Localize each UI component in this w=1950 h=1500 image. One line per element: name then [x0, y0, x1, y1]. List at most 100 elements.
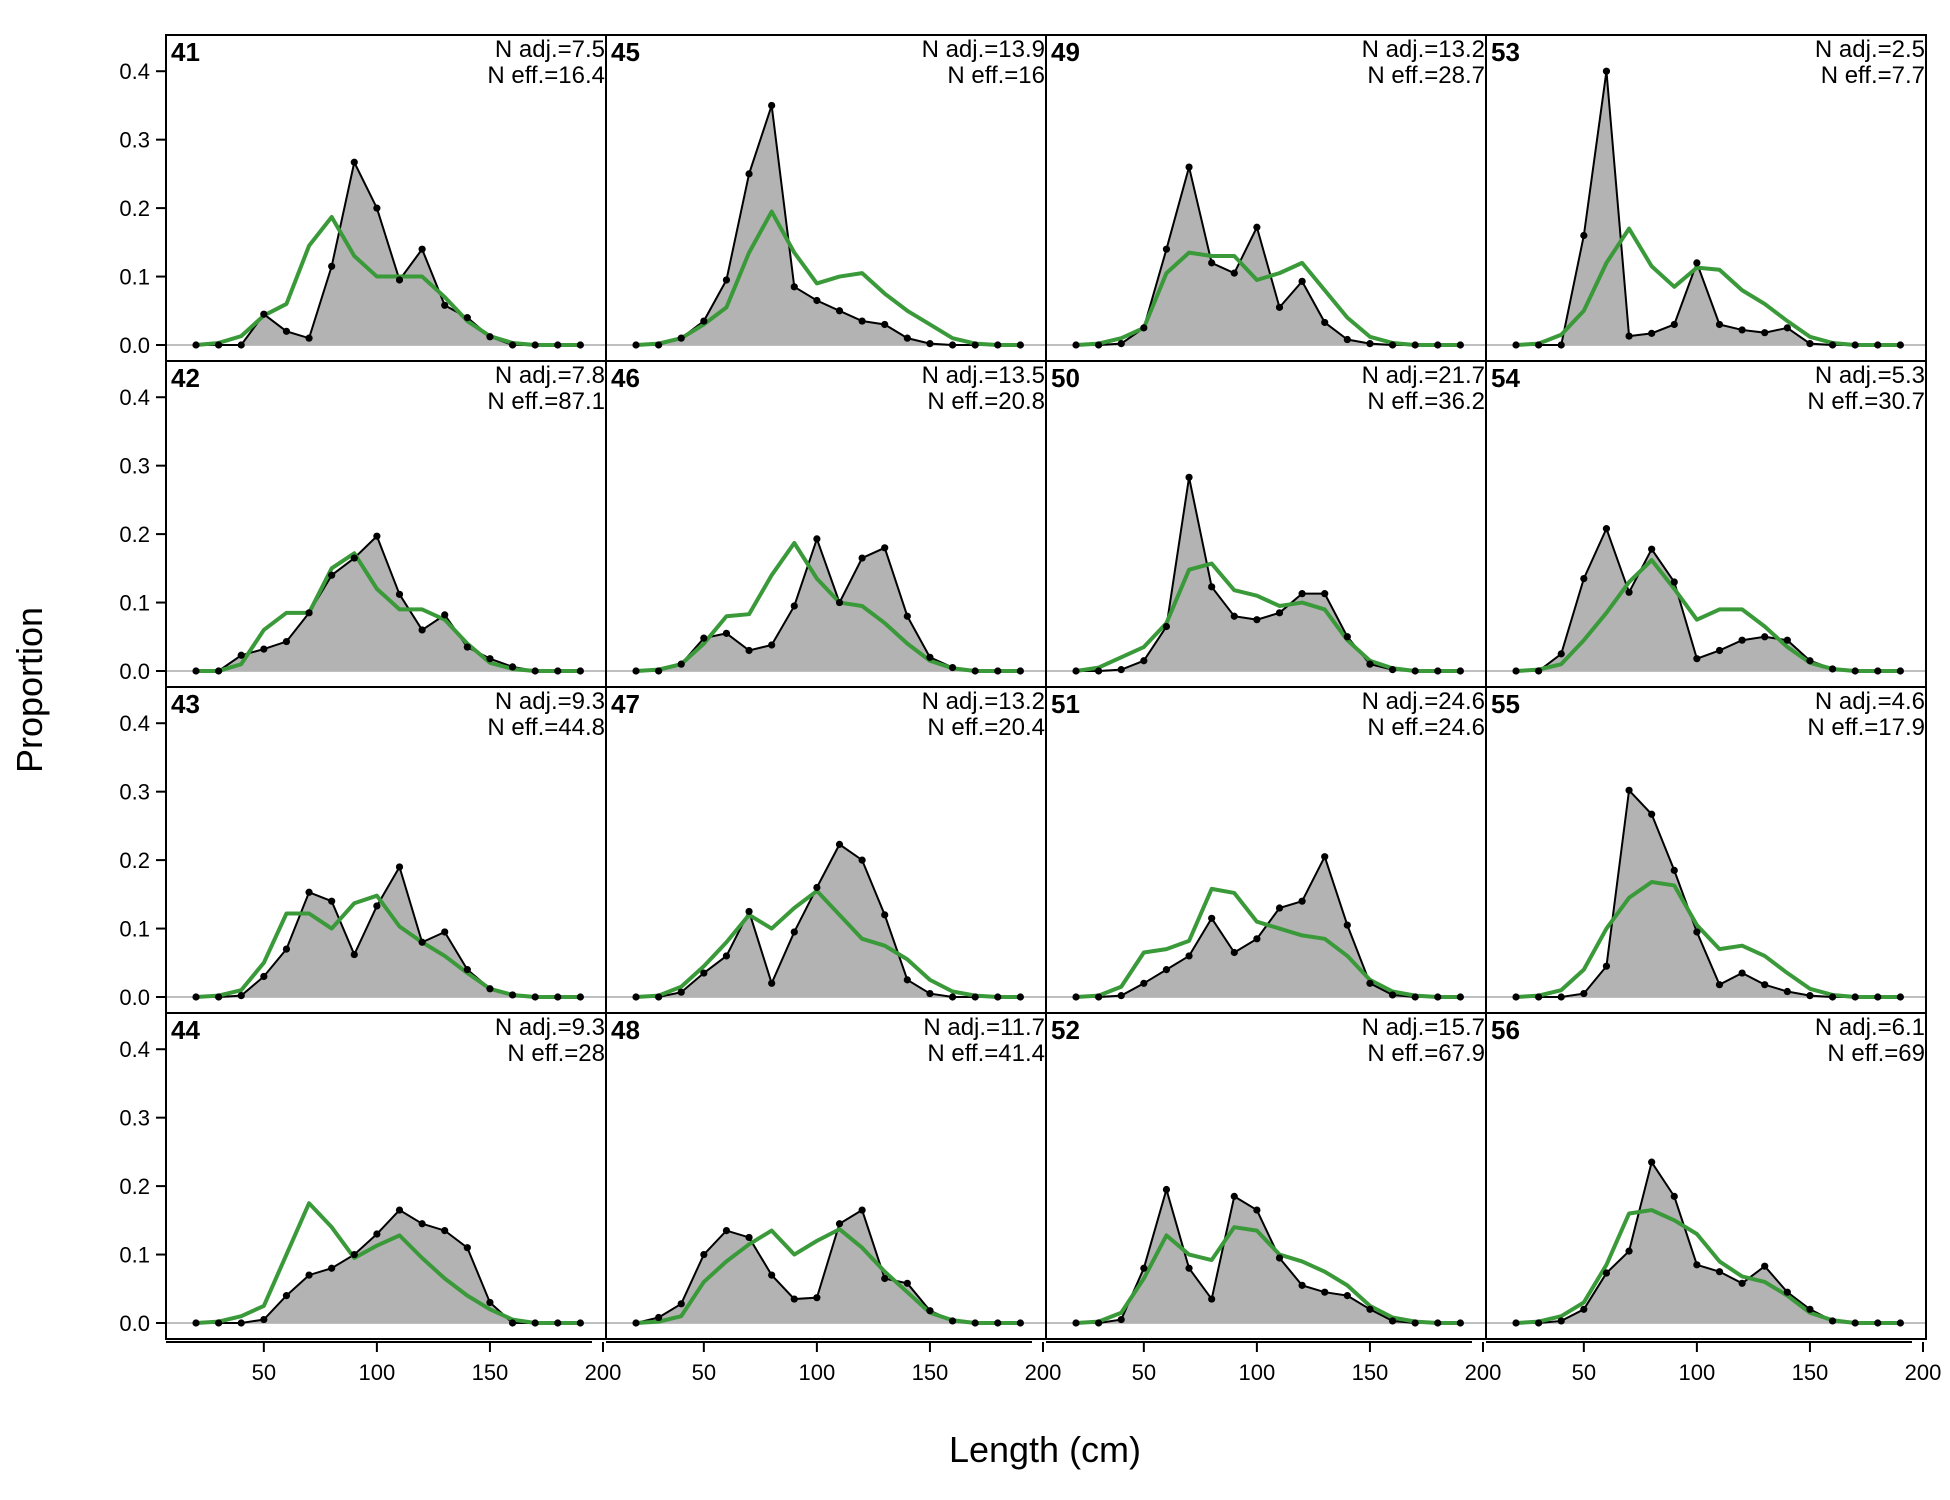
- observed-point: [1648, 329, 1656, 337]
- observed-point: [1162, 1185, 1171, 1194]
- observed-point: [576, 1319, 584, 1327]
- observed-line: [636, 842, 1021, 998]
- observed-point: [881, 320, 889, 329]
- observed-point: [1016, 667, 1024, 675]
- observed-point: [1095, 667, 1103, 675]
- observed-point: [1896, 341, 1904, 349]
- observed-point: [1117, 992, 1125, 1000]
- observed-point: [1557, 341, 1565, 349]
- observed-point: [1602, 67, 1611, 75]
- observed-point: [508, 663, 517, 671]
- observed-point: [1625, 1247, 1633, 1255]
- observed-point: [463, 1244, 471, 1252]
- x-axis-label: Length (cm): [949, 1429, 1141, 1470]
- observed-area: [196, 536, 581, 671]
- observed-point: [1851, 993, 1859, 1001]
- observed-point: [1208, 914, 1216, 922]
- observed-point: [1456, 667, 1464, 675]
- observed-point: [1738, 326, 1746, 334]
- observed-point: [463, 643, 471, 651]
- x-tick-label: 50: [1572, 1360, 1596, 1385]
- observed-point: [994, 1319, 1002, 1327]
- panel-54: 54 N adj.=5.3N eff.=30.7: [1485, 360, 1927, 688]
- n-adj-label: N adj.=21.7: [1362, 362, 1485, 389]
- observed-point: [655, 993, 663, 1001]
- expected-line: [195, 215, 581, 347]
- y-tick-label: 0.2: [119, 1174, 150, 1199]
- observed-point: [1140, 324, 1148, 332]
- observed-point: [282, 945, 291, 953]
- observed-point: [1738, 969, 1746, 977]
- observed-point: [1715, 646, 1724, 655]
- observed-point: [1783, 987, 1791, 996]
- observed-point: [677, 334, 685, 342]
- n-eff-label: N eff.=28.7: [1367, 62, 1485, 89]
- n-adj-label: N adj.=9.3: [495, 1014, 605, 1041]
- panel-55: 55 N adj.=4.6N eff.=17.9: [1485, 686, 1927, 1014]
- observed-point: [237, 651, 245, 659]
- y-tick-label: 0.4: [119, 59, 150, 84]
- observed-point: [192, 667, 200, 675]
- observed-point: [395, 276, 404, 284]
- observed-point: [722, 952, 731, 960]
- observed-point: [373, 1230, 381, 1238]
- observed-point: [1298, 1281, 1306, 1289]
- observed-point: [1208, 583, 1216, 591]
- y-tick-label: 0.3: [119, 1106, 150, 1131]
- observed-point: [903, 612, 911, 620]
- panel-47: 47 N adj.=13.2N eff.=20.4: [605, 686, 1047, 1014]
- observed-point: [486, 985, 494, 993]
- panel-number: 45: [611, 37, 640, 67]
- y-axis-label: Proportion: [9, 607, 50, 773]
- observed-point: [813, 535, 821, 543]
- observed-point: [192, 1319, 200, 1327]
- axes: 0.0 0.1 0.2 0.3 0.4 0.0 0.1 0.2 0.3 0.4 0.0 0.1 0.2 0…: [119, 35, 1941, 1385]
- observed-point: [418, 1220, 426, 1228]
- observed-point: [1738, 636, 1746, 644]
- x-tick-label: 150: [912, 1360, 949, 1385]
- observed-point: [1095, 341, 1103, 349]
- observed-point: [1715, 1268, 1724, 1276]
- observed-point: [881, 911, 889, 919]
- observed-point: [655, 341, 663, 349]
- observed-point: [486, 333, 494, 341]
- observed-point: [215, 341, 223, 349]
- observed-point: [441, 928, 449, 936]
- panel-number: 47: [611, 689, 640, 719]
- observed-point: [700, 634, 708, 642]
- expected-line: [1515, 880, 1901, 999]
- observed-point: [305, 334, 313, 342]
- observed-point: [1411, 1319, 1419, 1327]
- x-tick-label: 100: [1239, 1360, 1276, 1385]
- observed-point: [1434, 341, 1442, 349]
- observed-point: [903, 334, 911, 342]
- n-eff-label: N eff.=16: [947, 62, 1045, 89]
- panel-number: 53: [1491, 37, 1520, 67]
- n-eff-label: N eff.=17.9: [1807, 714, 1925, 741]
- y-tick-label: 0.1: [119, 265, 150, 290]
- observed-point: [1828, 665, 1837, 673]
- observed-point: [790, 928, 798, 936]
- n-eff-label: N eff.=20.8: [927, 388, 1045, 415]
- observed-point: [1185, 163, 1193, 171]
- observed-point: [1828, 993, 1837, 1001]
- observed-point: [1095, 993, 1103, 1001]
- observed-point: [350, 950, 358, 959]
- observed-point: [745, 907, 753, 916]
- observed-point: [926, 1307, 934, 1315]
- observed-point: [1162, 245, 1171, 253]
- expected-line: [196, 551, 581, 673]
- observed-point: [768, 101, 776, 110]
- observed-point: [1851, 667, 1859, 675]
- observed-point: [1162, 966, 1171, 974]
- observed-point: [632, 667, 640, 675]
- observed-point: [632, 1319, 640, 1327]
- observed-point: [1648, 1158, 1656, 1166]
- panel-50: 50 N adj.=21.7N eff.=36.2: [1045, 360, 1487, 688]
- observed-point: [1580, 989, 1588, 998]
- y-tick-label: 0.2: [119, 522, 150, 547]
- observed-point: [948, 1317, 957, 1325]
- observed-point: [1625, 786, 1633, 794]
